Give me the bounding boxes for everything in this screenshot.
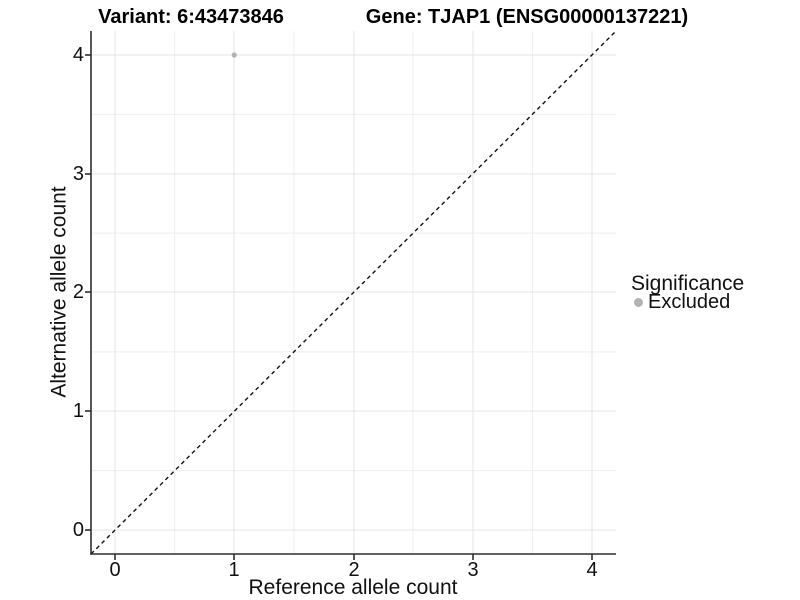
legend-excluded-marker-icon (634, 298, 643, 307)
x-tick-label-3: 3 (467, 559, 479, 581)
variant-title: Variant: 6:43473846 (98, 6, 284, 28)
x-tick-label-2: 2 (348, 559, 360, 581)
x-tick-label-1: 1 (228, 559, 240, 581)
y-tick-label-3: 3 (72, 163, 84, 185)
y-tick-label-4: 4 (72, 44, 84, 66)
legend-label-excluded: Excluded (648, 291, 731, 313)
gene-title: Gene: TJAP1 (ENSG00000137221) (365, 6, 689, 28)
data-point (231, 52, 237, 58)
x-tick-label-0: 0 (109, 559, 121, 581)
x-tick-label-4: 4 (586, 559, 598, 581)
y-axis-ticks (85, 54, 91, 531)
identity-line (90, 30, 617, 555)
legend-title: Significance (631, 272, 745, 295)
x-axis-ticks (114, 554, 593, 560)
x-axis-title: Reference allele count (248, 576, 458, 599)
y-tick-label-0: 0 (72, 519, 84, 541)
y-tick-label-2: 2 (72, 281, 84, 303)
y-tick-label-1: 1 (72, 400, 84, 422)
y-axis-title: Alternative allele count (47, 186, 71, 398)
